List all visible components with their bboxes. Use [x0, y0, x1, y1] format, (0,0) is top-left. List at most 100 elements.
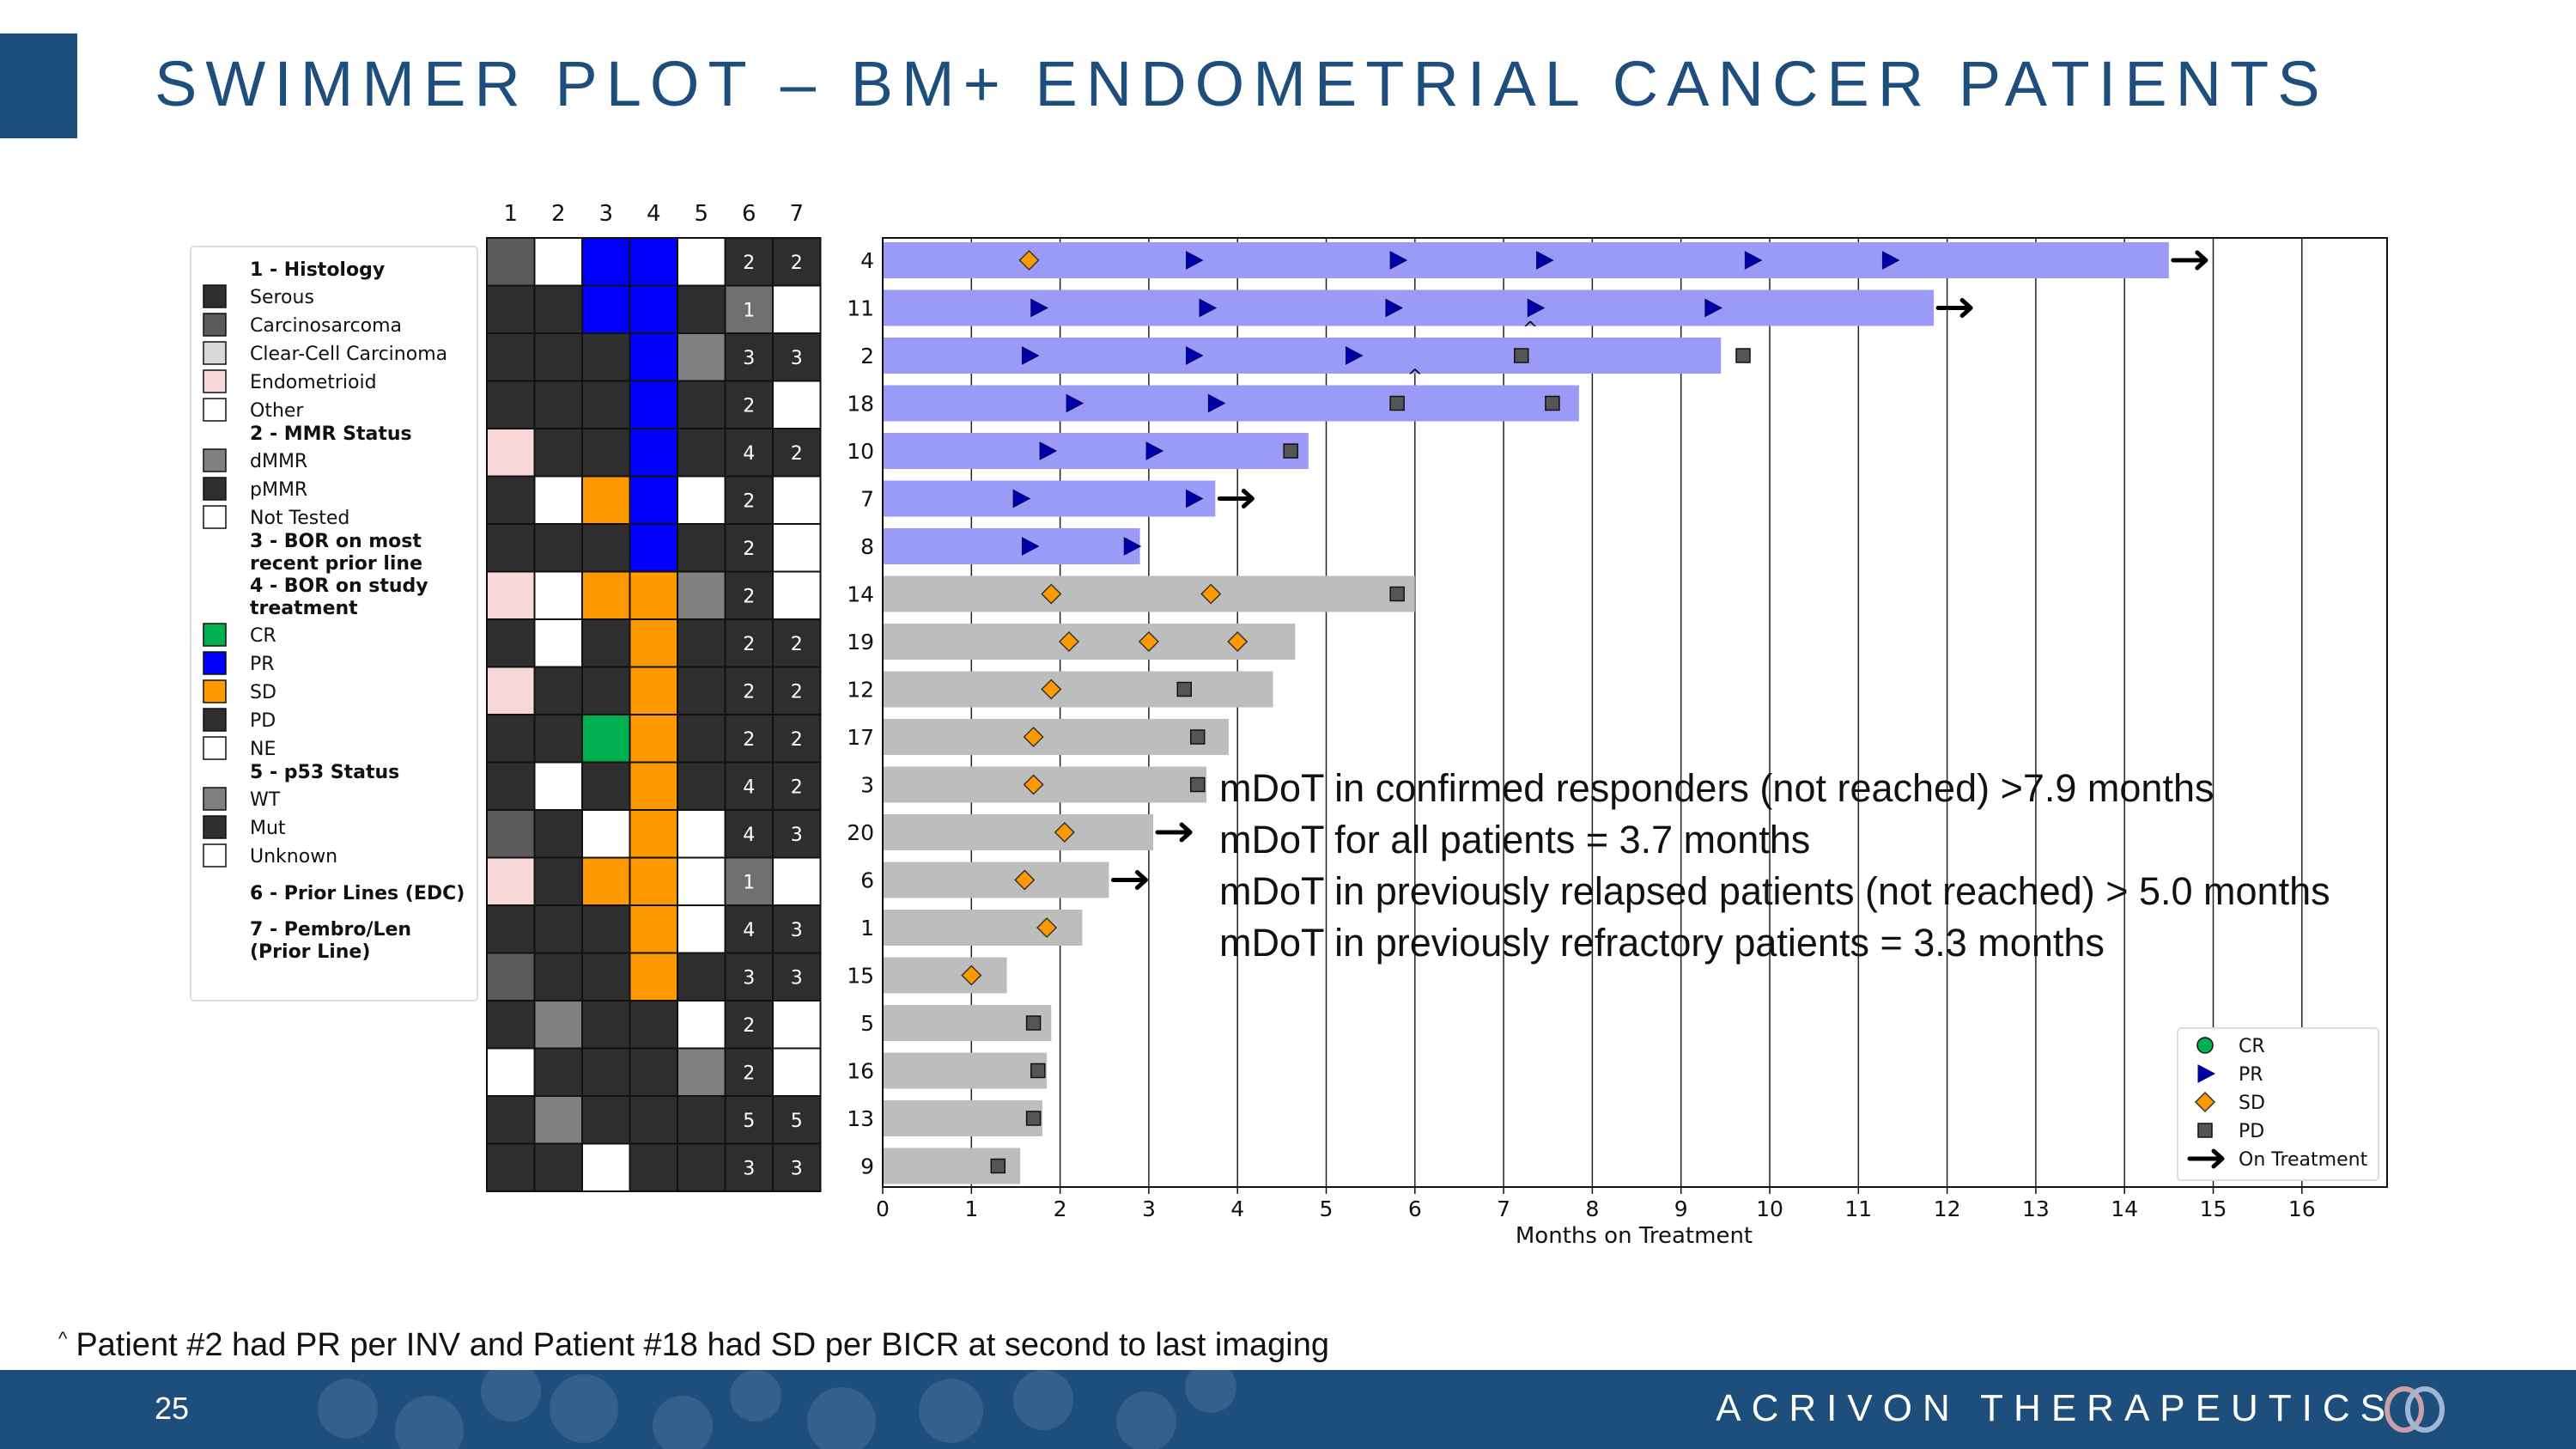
event-marker-sd: [1023, 774, 1044, 795]
annotation-caret: ^: [1407, 367, 1423, 388]
event-marker-sd: [1036, 916, 1058, 939]
heatmap-cell-value: 2: [743, 634, 755, 655]
heatmap-cell: [772, 1095, 822, 1145]
heatmap-cell: [772, 428, 822, 478]
x-tick-label: 8: [1585, 1196, 1599, 1221]
footnote: ^ Patient #2 had PR per INV and Patient #…: [58, 1327, 1329, 1364]
legend-header: 3 - BOR on most: [250, 531, 422, 552]
heatmap-cell-value: 2: [743, 681, 755, 703]
legend-label: PD: [250, 710, 276, 732]
on-treatment-arrow: [1935, 298, 1973, 318]
heatmap-cell-value: 3: [743, 967, 755, 989]
legend-label: Clear-Cell Carcinoma: [250, 344, 447, 365]
heatmap-cell: [533, 237, 583, 287]
heatmap-cell: [629, 332, 678, 382]
heatmap-cell: [581, 904, 631, 954]
event-marker-pr: [1536, 251, 1554, 270]
patient-id-label: 13: [847, 1106, 874, 1131]
event-marker-pd: [1389, 586, 1405, 602]
heatmap-column-label: 4: [647, 201, 661, 227]
heatmap-cell: [772, 856, 822, 906]
patient-bar: [884, 766, 1207, 803]
heatmap-cell: [581, 952, 631, 1002]
legend-marker-cr: [2196, 1037, 2214, 1054]
on-treatment-arrow: [1110, 870, 1148, 890]
heatmap-cell: [724, 952, 774, 1002]
heatmap-cell: [629, 618, 678, 668]
legend-arrow-icon: [2187, 1148, 2225, 1169]
event-marker-sd: [961, 965, 982, 986]
legend-header: treatment: [250, 598, 358, 619]
heatmap-column-label: 2: [551, 201, 566, 227]
heatmap-cell-value: 2: [743, 729, 755, 751]
heatmap-cell: [629, 714, 678, 764]
heatmap-cell: [629, 523, 678, 573]
heatmap-cell-value: 2: [743, 253, 755, 274]
heatmap-cell: [533, 809, 583, 859]
event-marker-sd: [1018, 249, 1040, 271]
legend-swatch: [203, 477, 227, 501]
heatmap-cell: [724, 428, 774, 478]
patient-bar: [884, 957, 1007, 994]
event-marker-pr: [1186, 346, 1204, 365]
x-tick-label: 9: [1674, 1196, 1688, 1221]
heatmap-cell: [581, 714, 631, 764]
x-tick-label: 1: [964, 1196, 978, 1221]
x-tick-label: 0: [876, 1196, 890, 1221]
legend-swatch: [203, 815, 227, 839]
heatmap-cell-value: 3: [791, 920, 803, 941]
legend-label: Carcinosarcoma: [250, 315, 402, 337]
heatmap-cell: [486, 666, 536, 715]
heatmap-cell: [677, 475, 726, 525]
on-treatment-arrow: [1217, 489, 1255, 508]
heatmap-cell: [724, 856, 774, 906]
event-marker-pr: [1145, 441, 1164, 460]
legend-header: 7 - Pembro/Len: [250, 919, 411, 941]
heatmap-cell: [581, 523, 631, 573]
patient-id-label: 14: [847, 582, 874, 607]
heatmap-cell: [772, 475, 822, 525]
heatmap-column-label: 5: [694, 201, 708, 227]
heatmap-cell: [677, 809, 726, 859]
event-marker-pr: [1385, 298, 1404, 318]
stats-annotation: mDoT in confirmed responders (not reache…: [1219, 763, 2330, 969]
heatmap-cell: [486, 904, 536, 954]
footnote-caret: ^: [58, 1328, 68, 1349]
event-marker-pd: [1030, 1062, 1046, 1079]
event-marker-pr: [1207, 393, 1226, 413]
patient-bar: [884, 242, 2169, 278]
heatmap-cell: [581, 1000, 631, 1050]
heatmap-cell: [486, 1142, 536, 1192]
heatmap-cell: [629, 1095, 678, 1145]
event-marker-pr: [1039, 441, 1058, 460]
event-marker-pd: [1025, 1015, 1042, 1031]
stat-line-responders: mDoT in confirmed responders (not reache…: [1219, 766, 2215, 810]
footer-decoration: [1185, 1370, 1236, 1413]
heatmap-cell: [533, 666, 583, 715]
legend-label: SD: [2239, 1093, 2265, 1114]
legend-swatch: [203, 369, 227, 393]
plot-area: [882, 237, 2388, 1188]
patient-id-label: 8: [860, 534, 874, 559]
patient-bar: [884, 624, 1296, 660]
legend-marker-pd: [2197, 1123, 2213, 1138]
heatmap-cell: [581, 332, 631, 382]
footer-decoration: [807, 1387, 876, 1449]
legend-header: recent prior line: [250, 553, 422, 575]
legend-label: Serous: [250, 287, 314, 308]
event-marker-sd: [1054, 821, 1075, 843]
event-marker-pr: [1744, 251, 1763, 270]
stat-line-refractory: mDoT in previously refractory patients =…: [1219, 921, 2105, 965]
heatmap-cell: [629, 428, 678, 478]
patient-id-label: 19: [847, 630, 874, 654]
footer-decoration: [481, 1370, 541, 1422]
legend-swatch: [203, 736, 227, 760]
heatmap-cell-value: 2: [743, 539, 755, 560]
heatmap-cell: [677, 237, 726, 287]
heatmap-cell: [772, 761, 822, 811]
heatmap-cell: [533, 952, 583, 1002]
heatmap-cell: [533, 380, 583, 429]
heatmap-cell: [486, 380, 536, 429]
heatmap-cell: [581, 237, 631, 287]
event-marker-pd: [1389, 395, 1405, 411]
